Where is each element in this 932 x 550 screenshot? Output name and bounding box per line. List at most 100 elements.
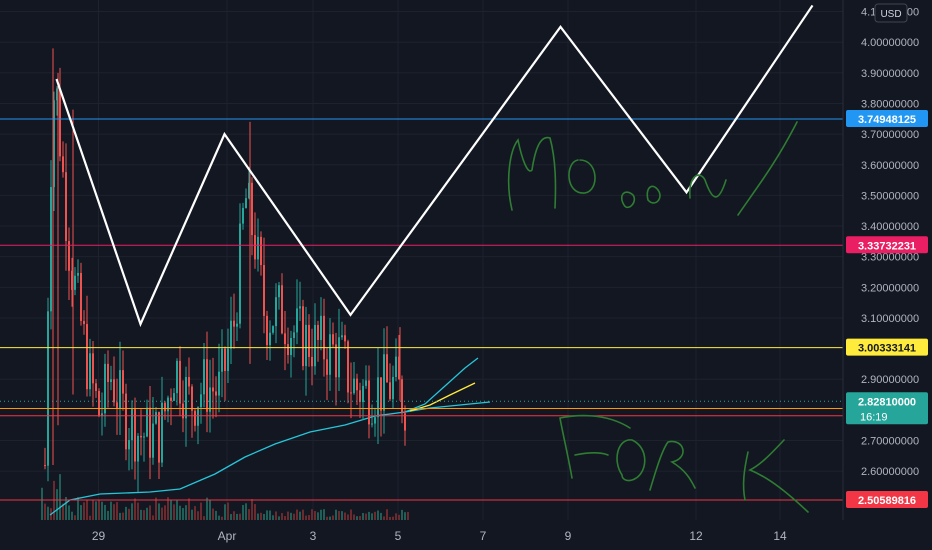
candle-body xyxy=(353,378,355,394)
candle-body xyxy=(62,156,64,173)
candle-body xyxy=(200,394,202,408)
currency-button[interactable]: USD xyxy=(874,3,908,23)
candle-body xyxy=(89,353,91,390)
volume-bar xyxy=(338,511,340,520)
price-label-bg xyxy=(846,109,928,127)
volume-bar xyxy=(404,512,406,520)
volume-bar xyxy=(65,496,67,520)
volume-bar xyxy=(62,503,64,520)
candle-body xyxy=(53,100,55,188)
volume-bar xyxy=(401,509,403,520)
countdown-label: 16:19 xyxy=(860,411,888,423)
y-tick-label: 3.20000000 xyxy=(861,282,919,294)
volume-bar xyxy=(320,509,322,520)
handwriting-stroke xyxy=(620,191,636,209)
candle-body xyxy=(104,363,106,414)
x-tick-label: 12 xyxy=(689,529,703,543)
candle-body xyxy=(266,315,268,346)
volume-bar xyxy=(347,514,349,520)
candle-body xyxy=(59,88,61,157)
volume-bar xyxy=(350,509,352,520)
volume-bar xyxy=(170,499,172,520)
volume-bar xyxy=(206,497,208,520)
volume-bar xyxy=(146,507,148,520)
y-tick-label: 2.90000000 xyxy=(861,374,919,386)
candle-body xyxy=(125,393,127,450)
candle-body xyxy=(260,236,262,266)
candle-body xyxy=(341,335,343,338)
candle-body xyxy=(233,320,235,327)
volume-bar xyxy=(380,512,382,520)
price-axis[interactable] xyxy=(843,0,932,550)
volume-bar xyxy=(359,516,361,520)
candle-body xyxy=(137,435,139,462)
candle-body xyxy=(146,407,148,437)
candle-body xyxy=(65,172,67,242)
volume-bar xyxy=(77,497,79,520)
volume-bar xyxy=(266,510,268,520)
price-label-bg xyxy=(846,490,928,508)
candle-body xyxy=(167,397,169,412)
candle-body xyxy=(206,359,208,412)
candle-body xyxy=(365,380,367,386)
candle-body xyxy=(299,306,301,309)
volume-bar xyxy=(272,515,274,520)
volume-bar xyxy=(218,515,220,520)
candle-body xyxy=(47,311,49,466)
price-label: 3.00333141 xyxy=(858,343,916,355)
volume-bar xyxy=(329,516,331,520)
volume-bar xyxy=(305,515,307,520)
candle-body xyxy=(323,315,325,360)
volume-bar xyxy=(149,505,151,520)
candle-body xyxy=(371,423,373,425)
volume-bar xyxy=(371,513,373,520)
candle-body xyxy=(392,376,394,400)
candle-body xyxy=(272,326,274,333)
volume-bar xyxy=(41,487,43,520)
candle-body xyxy=(95,383,97,391)
volume-bar xyxy=(290,512,292,520)
candle-body xyxy=(203,359,205,395)
candle-body xyxy=(278,285,280,298)
volume-bar xyxy=(335,509,337,520)
candle-body xyxy=(389,382,391,400)
volume-bar xyxy=(101,501,103,520)
x-tick-label: 3 xyxy=(310,529,317,543)
volume-bar xyxy=(392,516,394,520)
volume-bar xyxy=(323,509,325,520)
y-tick-label: 3.90000000 xyxy=(861,68,919,80)
candle-body xyxy=(332,334,334,345)
volume-bar xyxy=(164,505,166,520)
volume-bar xyxy=(173,504,175,520)
volume-bar xyxy=(398,514,400,520)
projection-zigzag xyxy=(55,4,814,328)
volume-bar xyxy=(125,506,127,520)
candle-body xyxy=(350,392,352,394)
y-tick-label: 3.10000000 xyxy=(861,313,919,325)
volume-bar xyxy=(143,510,145,520)
candle-body xyxy=(308,324,310,357)
candle-body xyxy=(116,402,118,409)
volume-bar xyxy=(110,501,112,520)
volume-bar xyxy=(155,497,157,520)
volume-bar xyxy=(92,499,94,520)
candle-body xyxy=(170,397,172,401)
candle-body xyxy=(230,320,232,349)
volume-bar xyxy=(89,515,91,520)
candle-body xyxy=(383,354,385,411)
volume-bar xyxy=(251,499,253,520)
x-tick-label: 29 xyxy=(92,529,106,543)
x-tick-label: 9 xyxy=(565,529,572,543)
candle-body xyxy=(218,371,220,396)
volume-bar xyxy=(269,510,271,520)
candle-body xyxy=(140,435,142,438)
candle-body xyxy=(320,315,322,340)
candle-body xyxy=(44,465,46,467)
candle-body xyxy=(401,379,403,414)
volume-bar xyxy=(209,500,211,520)
candle-body xyxy=(98,390,100,416)
moving-averages xyxy=(49,357,491,516)
candle-body xyxy=(161,402,163,463)
